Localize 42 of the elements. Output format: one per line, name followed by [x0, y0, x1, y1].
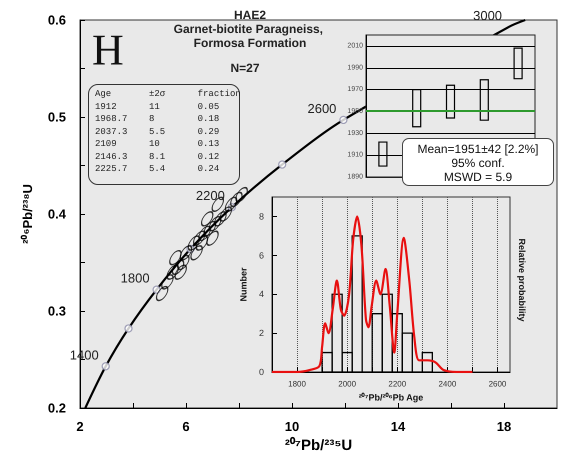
annotation: 2600	[307, 100, 336, 116]
y-tick-label: 0.2	[48, 400, 66, 416]
annotation: N=27	[230, 61, 260, 75]
y-tick-label: 0	[258, 367, 264, 377]
annotation: MSWD = 5.9	[442, 170, 514, 184]
annotation: 1912 11 0.05	[95, 100, 220, 113]
x-tick-label: 2600	[488, 380, 507, 388]
annotation: 95% conf.	[450, 156, 506, 170]
y-tick-label: 6	[258, 250, 264, 260]
x-axis-title: ²⁰⁷Pb/²³⁵U	[284, 436, 352, 454]
y-tick-label: 8	[258, 211, 264, 222]
chart-title: HAE2	[234, 8, 266, 22]
annotation: 3000	[473, 8, 502, 23]
x-tick-label: 6	[182, 419, 190, 434]
x-tick-label: 2000	[338, 380, 357, 388]
x-tick-label: 2	[76, 419, 84, 434]
y-tick-label: 2	[258, 328, 264, 338]
annotation: 2037.3 5.5 0.29	[95, 126, 220, 138]
x-tick-label: 14	[390, 419, 406, 434]
y-tick-label: 0.4	[48, 206, 67, 222]
y-tick-label: 0.3	[48, 304, 66, 318]
y-tick-label: 0.5	[48, 110, 66, 124]
x-axis-title: ²⁰⁷Pb/²⁰⁶Pb Age	[358, 392, 424, 402]
annotation: Mean=1951±42 [2.2%]	[416, 142, 540, 156]
y-tick-label: 0.6	[48, 12, 66, 28]
annotation: 2146.3 8.1 0.12	[95, 150, 220, 163]
x-tick-label: 10	[284, 419, 300, 434]
y-axis-title: Number	[238, 267, 249, 302]
x-tick-label: 1800	[288, 380, 306, 388]
annotation: 1968.7 8 0.18	[95, 113, 220, 126]
x-tick-label: 18	[496, 419, 512, 434]
x-tick-label: 2400	[438, 380, 457, 388]
y-axis-title: ²⁰⁶Pb/²³⁸U	[20, 184, 35, 244]
y-tick-label: 4	[258, 289, 264, 300]
annotation: H	[92, 26, 124, 74]
y2-axis-title: Relative probability	[517, 238, 527, 322]
annotation: 2109 10 0.13	[95, 138, 220, 150]
annotation: 2225.7 5.4 0.24	[95, 163, 220, 176]
annotation: 2200	[196, 188, 225, 204]
annotation: 1800	[120, 270, 150, 286]
x-tick-label: 2200	[388, 380, 407, 388]
text: Garnet-biotite Paragneiss, Formosa Formation	[174, 22, 326, 50]
